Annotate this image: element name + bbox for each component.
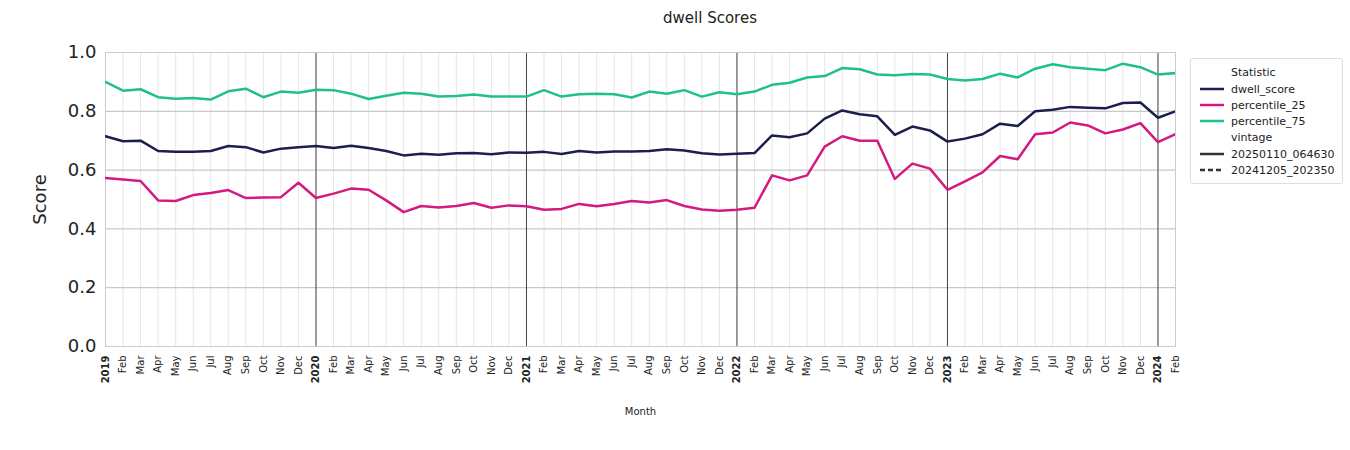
svg-text:0.8: 0.8 [68, 100, 97, 121]
svg-text:Dec: Dec [1135, 356, 1146, 375]
svg-text:May: May [170, 355, 181, 376]
svg-text:Jun: Jun [1029, 356, 1040, 373]
svg-text:Feb: Feb [959, 356, 970, 374]
svg-text:Mar: Mar [766, 355, 777, 375]
svg-text:Apr: Apr [573, 355, 584, 373]
svg-text:Oct: Oct [258, 355, 269, 372]
svg-text:Aug: Aug [1064, 356, 1075, 376]
svg-text:Sep: Sep [661, 356, 672, 375]
svg-text:Sep: Sep [240, 356, 251, 375]
svg-text:Nov: Nov [907, 355, 918, 375]
svg-text:Nov: Nov [1117, 355, 1128, 375]
svg-text:0.0: 0.0 [68, 335, 97, 356]
html-text:vintage: vintage [1231, 131, 1273, 144]
html-text:dwell Scores: dwell Scores [663, 9, 757, 27]
html-text:20241205_202350: 20241205_202350 [1231, 163, 1335, 177]
svg-text:May: May [380, 355, 391, 376]
svg-text:Sep: Sep [1082, 356, 1093, 375]
svg-text:Nov: Nov [275, 355, 286, 375]
svg-text:May: May [591, 355, 602, 376]
svg-text:Jul: Jul [626, 356, 637, 369]
svg-text:2022: 2022 [731, 355, 742, 383]
html-text:dwell_score: dwell_score [1231, 82, 1295, 96]
svg-text:Jun: Jun [187, 356, 198, 373]
svg-text:Nov: Nov [696, 355, 707, 375]
svg-text:2023: 2023 [942, 355, 953, 383]
svg-text:Dec: Dec [924, 356, 935, 375]
svg-text:Oct: Oct [1100, 355, 1111, 372]
svg-text:Jul: Jul [205, 356, 216, 369]
svg-text:Feb: Feb [538, 356, 549, 374]
svg-text:0.2: 0.2 [68, 276, 97, 297]
svg-text:Dec: Dec [714, 356, 725, 375]
svg-text:Score: Score [29, 174, 50, 224]
svg-text:Aug: Aug [854, 356, 865, 376]
svg-text:Aug: Aug [222, 356, 233, 376]
svg-text:Sep: Sep [451, 356, 462, 375]
html-text:Statistic: Statistic [1231, 66, 1276, 79]
svg-text:Month: Month [625, 406, 656, 417]
svg-text:Apr: Apr [363, 355, 374, 373]
html-text:20250110_064630: 20250110_064630 [1231, 147, 1335, 161]
svg-text:Aug: Aug [433, 356, 444, 376]
svg-text:2020: 2020 [310, 355, 321, 383]
svg-text:0.4: 0.4 [68, 218, 97, 239]
svg-text:Mar: Mar [556, 355, 567, 375]
svg-text:Mar: Mar [135, 355, 146, 375]
svg-text:Feb: Feb [328, 356, 339, 374]
svg-text:Feb: Feb [749, 356, 760, 374]
svg-text:Feb: Feb [1170, 356, 1181, 374]
svg-text:Oct: Oct [889, 355, 900, 372]
svg-text:Jul: Jul [415, 356, 426, 369]
svg-text:Jul: Jul [836, 356, 847, 369]
svg-text:2021: 2021 [521, 355, 532, 383]
svg-text:Apr: Apr [994, 355, 1005, 373]
svg-text:May: May [801, 355, 812, 376]
svg-text:Feb: Feb [117, 356, 128, 374]
svg-text:Oct: Oct [679, 355, 690, 372]
svg-text:0.6: 0.6 [68, 159, 97, 180]
svg-text:Jun: Jun [819, 356, 830, 373]
svg-text:Dec: Dec [503, 356, 514, 375]
svg-text:Mar: Mar [345, 355, 356, 375]
svg-text:1.0: 1.0 [68, 41, 97, 62]
svg-text:Jun: Jun [608, 356, 619, 373]
html-text:percentile_75: percentile_75 [1231, 114, 1306, 128]
html-text:percentile_25: percentile_25 [1231, 98, 1306, 112]
svg-text:Apr: Apr [152, 355, 163, 373]
svg-text:Nov: Nov [486, 355, 497, 375]
svg-text:Dec: Dec [293, 356, 304, 375]
svg-text:Sep: Sep [872, 356, 883, 375]
svg-text:Mar: Mar [977, 355, 988, 375]
svg-text:2019: 2019 [100, 355, 111, 383]
svg-text:Aug: Aug [643, 356, 654, 376]
svg-text:Jul: Jul [1047, 356, 1058, 369]
svg-text:Apr: Apr [784, 355, 795, 373]
svg-text:Oct: Oct [468, 355, 479, 372]
svg-text:2024: 2024 [1152, 355, 1163, 383]
svg-text:Jun: Jun [398, 356, 409, 373]
svg-text:May: May [1012, 355, 1023, 376]
